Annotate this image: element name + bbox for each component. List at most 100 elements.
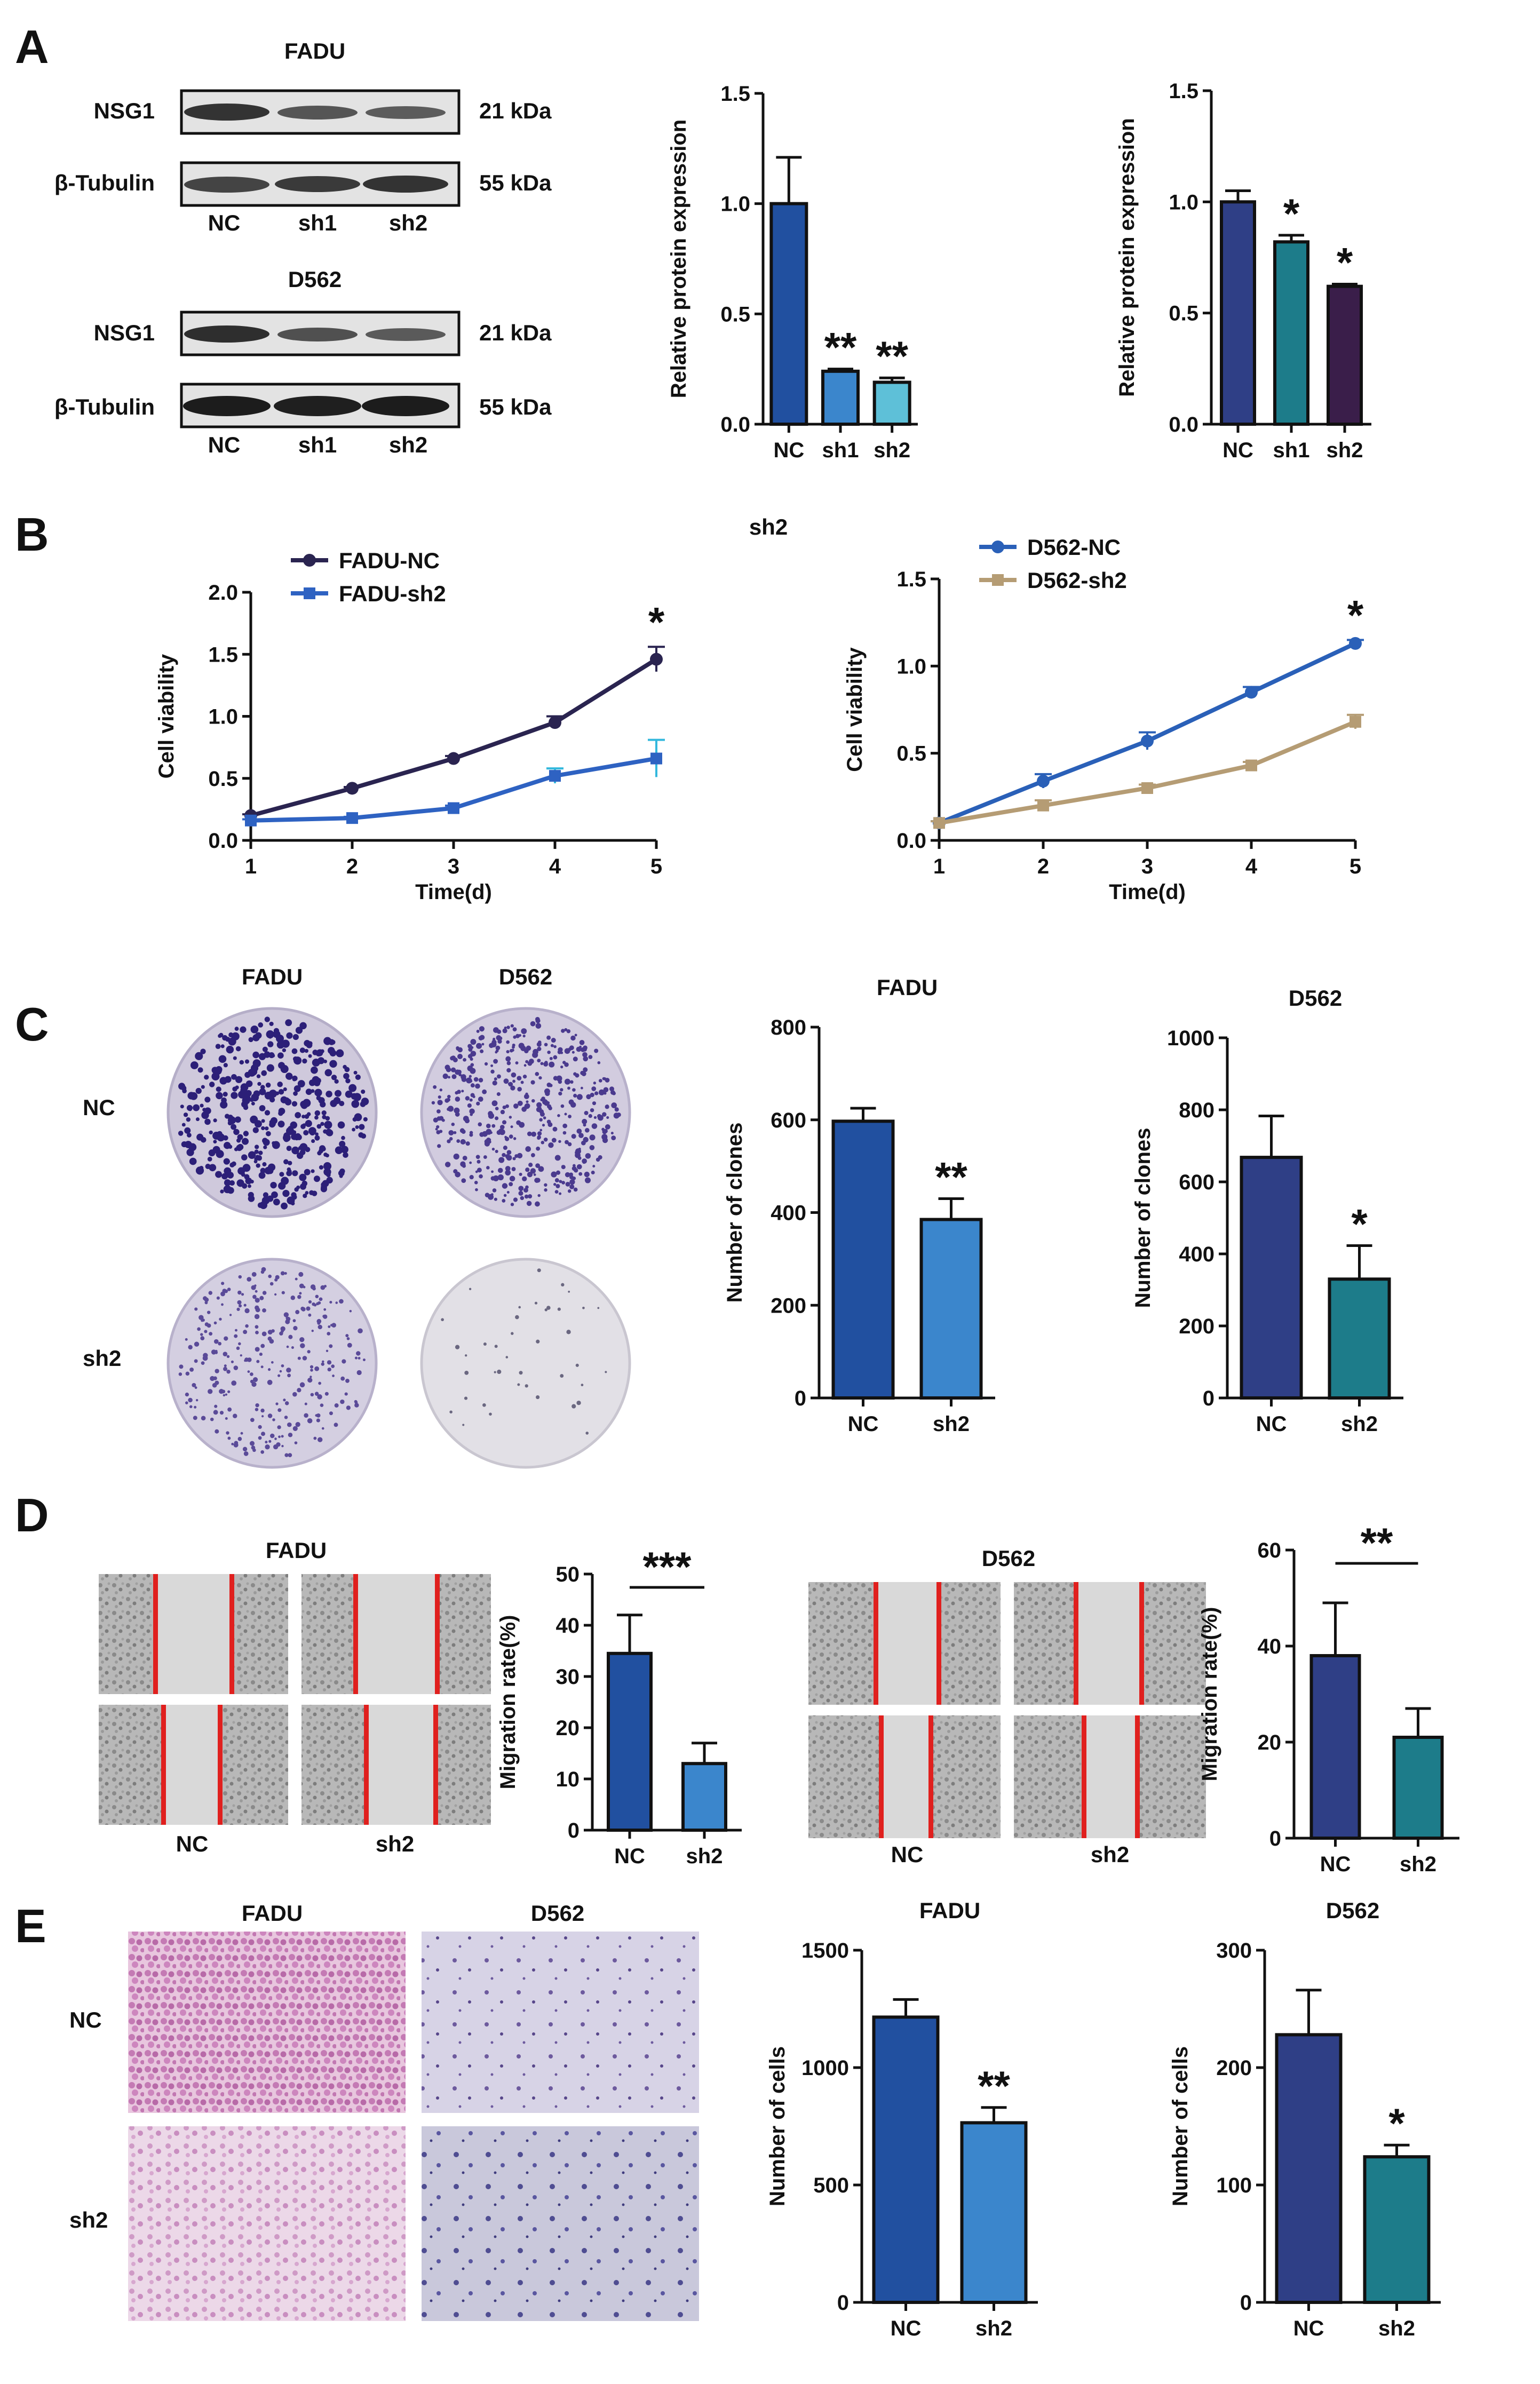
colony-dot: [300, 1343, 305, 1348]
data-point-FADU-sh2: [245, 814, 257, 827]
colony-dot: [291, 1133, 298, 1140]
colony-dot: [441, 1318, 444, 1322]
colony-dot: [225, 1393, 228, 1396]
y-tick-label: 1.0: [1169, 190, 1198, 214]
colony-dot: [598, 1089, 605, 1095]
colony-dot: [332, 1374, 335, 1377]
colony-dot: [506, 1040, 510, 1044]
wound-edge-line: [879, 1715, 884, 1838]
colony-dot: [309, 1130, 315, 1136]
colony-dot: [523, 1064, 527, 1067]
band: [366, 328, 446, 341]
chart-title: FADU: [877, 975, 938, 1000]
colony-dot: [355, 1074, 361, 1080]
colony-dot: [527, 1061, 533, 1066]
colony-dot: [259, 1105, 266, 1111]
y-axis-title: Number of clones: [1131, 1128, 1155, 1308]
chart-title: D562: [1289, 986, 1342, 1011]
y-tick-label: 1000: [1167, 1027, 1214, 1050]
colony-dot: [181, 1085, 187, 1091]
colony-dot: [505, 1170, 511, 1176]
colony-dot: [226, 1431, 229, 1435]
colony-dot: [334, 1403, 339, 1408]
colony-dot: [284, 1453, 289, 1457]
colony-dot: [560, 1051, 563, 1054]
colony-dot: [285, 1319, 290, 1324]
chart-e-fadu-invasion: 0 500 1000 1500 Number of cells FADU NC sh2 **: [766, 1898, 1038, 2340]
colony-dot: [267, 1041, 274, 1047]
x-tick-label: sh2: [933, 1412, 970, 1436]
colony-dot: [323, 1308, 327, 1311]
colony-dot: [224, 1142, 231, 1149]
wound-gap: [366, 1705, 435, 1825]
colony-dot: [187, 1092, 195, 1100]
colony-dot: [223, 1135, 228, 1141]
blot-fadu: FADU NSG1 21 kDa β-Tubulin 55 kDa NC sh1…: [54, 38, 552, 235]
colony-dot: [503, 1146, 507, 1150]
band: [362, 396, 449, 416]
colony-dot: [525, 1167, 530, 1172]
colony-dot: [250, 1115, 258, 1124]
colony-dot: [336, 1049, 344, 1058]
x-tick-label: sh2: [1378, 2317, 1415, 2340]
y-axis-title: Relative protein expression: [667, 120, 690, 398]
colony-dot: [303, 1130, 309, 1136]
band: [277, 106, 358, 120]
colony-dot: [613, 1112, 620, 1119]
colony-dot: [519, 1172, 522, 1177]
colony-dot: [317, 1437, 323, 1442]
colony-dot: [252, 1448, 256, 1452]
colony-dot: [213, 1118, 217, 1123]
colony-dot: [223, 1063, 228, 1068]
colony-dot: [520, 1080, 524, 1084]
colony-dot: [208, 1389, 213, 1394]
colony-dot: [461, 1090, 464, 1093]
significance-mark: **: [1361, 1519, 1393, 1566]
colony-dot: [197, 1067, 203, 1073]
colony-dot: [559, 1192, 562, 1195]
colony-dot: [465, 1096, 470, 1101]
colony-dot: [259, 1296, 264, 1300]
colony-dot: [221, 1282, 225, 1285]
colony-dot: [231, 1380, 237, 1386]
colony-dot: [536, 1102, 542, 1108]
colony-dot: [237, 1290, 242, 1295]
colony-dot: [241, 1172, 245, 1177]
colony-dots-d562-sh2: [441, 1268, 607, 1435]
plate-col-label-fadu: FADU: [242, 964, 303, 989]
y-tick-label: 0: [795, 1387, 806, 1410]
colony-dot: [312, 1286, 316, 1291]
colony-dot: [497, 1369, 502, 1374]
colony-dot: [266, 1030, 274, 1039]
y-tick-label: 30: [556, 1665, 580, 1689]
colony-dot: [482, 1089, 487, 1094]
colony-dot: [582, 1052, 588, 1058]
colony-dot: [271, 1191, 278, 1198]
colony-dot: [231, 1443, 234, 1445]
colony-dot: [264, 1016, 270, 1022]
colony-dot: [558, 1079, 562, 1084]
colony-dot: [302, 1123, 306, 1127]
colony-dot: [277, 1408, 282, 1412]
colony-dot: [462, 1155, 467, 1161]
colony-dot: [301, 1115, 306, 1119]
colony-dot: [285, 1019, 292, 1027]
x-tick-label: 5: [650, 855, 662, 878]
colony-dot: [238, 1275, 242, 1279]
y-tick-label: 0.5: [208, 767, 238, 791]
colony-dot: [291, 1194, 297, 1200]
x-tick-label: sh2: [975, 2317, 1012, 2340]
colony-dot: [291, 1101, 298, 1107]
bar-sh1: [1273, 240, 1309, 426]
colony-dot: [251, 1272, 257, 1277]
colony-plate-d562-sh2: [420, 1258, 631, 1469]
colony-dot: [355, 1125, 359, 1129]
colony-dot: [293, 1326, 298, 1331]
colony-dot: [590, 1108, 594, 1112]
colony-dot: [544, 1188, 547, 1192]
significance-mark: **: [824, 324, 857, 371]
colony-dot: [503, 1194, 507, 1197]
colony-dot: [531, 1131, 537, 1137]
colony-dot: [444, 1162, 451, 1167]
colony-dot: [488, 1112, 495, 1119]
